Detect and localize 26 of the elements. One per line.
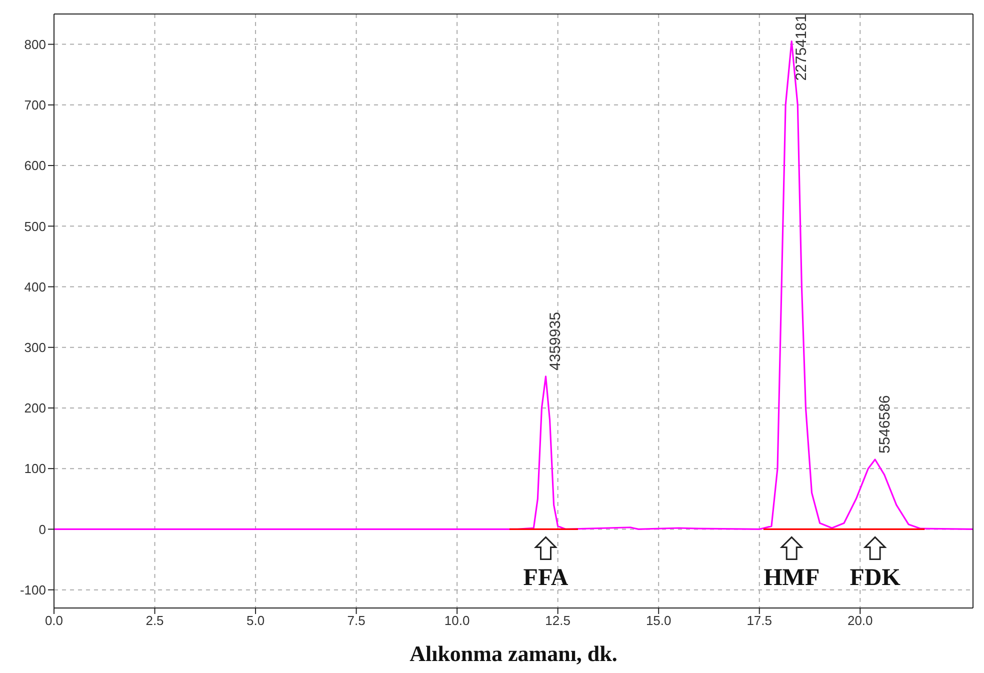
y-tick-label: 600 [24,158,46,174]
x-tick-label: 12.5 [545,613,570,628]
y-tick-label: 400 [24,279,46,294]
x-tick-label: 2.5 [146,613,164,628]
x-tick-label: 5.0 [246,613,265,628]
x-tick-label: 17.5 [746,613,772,628]
y-tick-label: 200 [24,400,46,416]
x-tick-label: 10.0 [444,613,470,628]
y-tick-label: 300 [24,340,46,355]
x-tick-label: 7.5 [347,613,366,628]
x-tick-label: 20.0 [847,613,873,628]
annotation: FFA [523,565,569,592]
y-tick-label: 500 [24,218,46,234]
y-tick-label: 0 [38,522,46,537]
y-tick-label: 100 [24,461,46,476]
y-tick-label: -100 [20,582,46,598]
annotation: 5546586 [876,395,894,454]
x-axis-title: Alıkonma zamanı, dk. [410,641,618,666]
x-tick-label: 0.0 [44,613,64,628]
y-tick-label: 700 [24,98,46,113]
annotation: FDK [850,565,901,592]
annotation: HMF [764,565,820,592]
annotation: 22754181 [793,14,810,81]
annotation: 4359935 [547,312,564,370]
y-tick-label: 800 [24,36,46,52]
x-tick-label: 15.0 [646,613,672,628]
